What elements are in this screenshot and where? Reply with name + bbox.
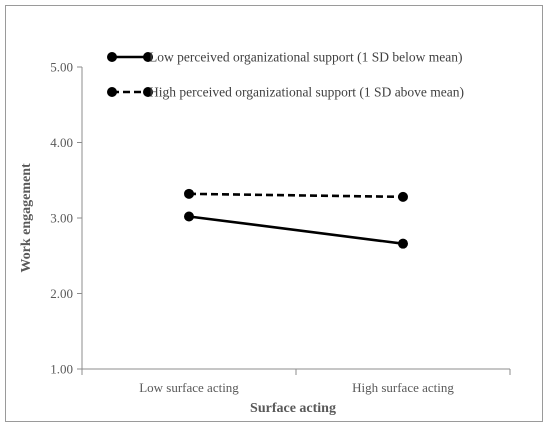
x-axis-title: Surface acting [250, 401, 336, 416]
legend-label: High perceived organizational support (1… [149, 85, 464, 100]
data-point [398, 191, 408, 202]
y-tick-label: 3.00 [50, 211, 73, 226]
series-line [188, 192, 404, 199]
series-layer [184, 188, 408, 249]
legend-marker [143, 52, 153, 62]
data-point [398, 238, 408, 249]
series-high-support [184, 188, 408, 202]
legend-marker [143, 87, 153, 97]
y-tick-label: 4.00 [50, 135, 73, 150]
data-point [184, 188, 194, 199]
legend-marker [107, 87, 117, 97]
legend: Low perceived organizational support (1 … [107, 50, 464, 100]
x-tick-label: Low surface acting [139, 380, 239, 395]
y-axis-ticks: 1.00 2.00 3.00 4.00 5.00 [50, 60, 82, 377]
chart-frame [5, 5, 543, 422]
axes [81, 67, 510, 370]
y-tick-label: 5.00 [50, 60, 73, 75]
legend-marker [107, 52, 117, 62]
series-line [188, 215, 404, 245]
y-tick-label: 2.00 [50, 286, 73, 301]
legend-label: Low perceived organizational support (1 … [149, 50, 463, 65]
series-low-support [184, 211, 408, 249]
x-axis-ticks: Low surface acting High surface acting [81, 369, 511, 395]
y-axis-title: Work engagement [19, 163, 34, 273]
x-tick-label: High surface acting [352, 380, 454, 395]
legend-entry: High perceived organizational support (1… [107, 85, 464, 100]
legend-entry: Low perceived organizational support (1 … [107, 50, 463, 65]
y-tick-label: 1.00 [50, 362, 73, 377]
data-point [184, 211, 194, 222]
